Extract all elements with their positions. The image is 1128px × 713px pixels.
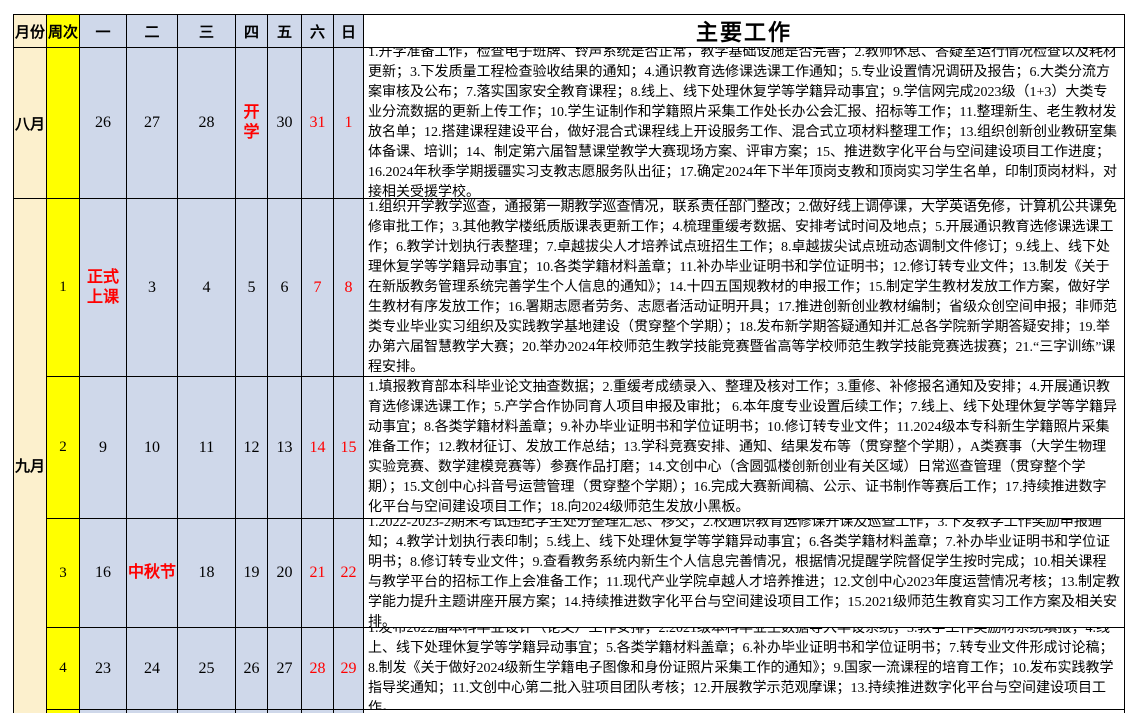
work-text-week2: 1.填报教育部本科毕业论文抽查数据；2.重缓考成绩录入、整理及核对工作；3.重修… [368, 379, 1117, 515]
day-cell-partial[interactable] [178, 710, 236, 713]
week-number-cell[interactable]: 4 [47, 628, 80, 710]
day-cell-classes-begin[interactable]: 正式 上课 [80, 199, 127, 377]
day-cell[interactable]: 4 [178, 199, 236, 377]
work-text-august: 1.开学准备工作，检查电子班牌、铃声系统是否正常，教学基础设施是否完善；2.教师… [368, 48, 1117, 199]
header-day-sat[interactable]: 六 [302, 15, 334, 48]
header-main-work-cell[interactable]: 主要工作 [364, 15, 1125, 48]
work-cell-partial[interactable] [364, 710, 1125, 713]
month-label-september[interactable]: 九月 [14, 199, 47, 713]
work-cell-week1[interactable]: 1.组织开学教学巡查，通报第一期教学巡查情况，联系责任部门整改；2.做好线上调停… [364, 199, 1125, 377]
week-number-cell[interactable]: 1 [47, 199, 80, 377]
work-text-week4: 1.发布2022届本科毕业设计（论文）工作安排；2.2021级本科毕业生数据导入… [368, 628, 1114, 710]
day-cell[interactable]: 9 [80, 377, 127, 519]
day-cell[interactable]: 6 [268, 199, 302, 377]
day-cell[interactable]: 27 [268, 628, 302, 710]
day-cell[interactable]: 28 [178, 48, 236, 199]
day-cell-partial[interactable] [236, 710, 268, 713]
header-day-sun[interactable]: 日 [334, 15, 364, 48]
day-cell[interactable]: 30 [268, 48, 302, 199]
work-cell-august[interactable]: 1.开学准备工作，检查电子班牌、铃声系统是否正常，教学基础设施是否完善；2.教师… [364, 48, 1125, 199]
day-cell[interactable]: 23 [80, 628, 127, 710]
week-cell-partial[interactable] [47, 710, 80, 713]
header-day-mon[interactable]: 一 [80, 15, 127, 48]
day-cell[interactable]: 16 [80, 519, 127, 628]
work-cell-week2[interactable]: 1.填报教育部本科毕业论文抽查数据；2.重缓考成绩录入、整理及核对工作；3.重修… [364, 377, 1125, 519]
day-cell[interactable]: 27 [127, 48, 178, 199]
day-cell[interactable]: 1 [334, 48, 364, 199]
day-cell-partial[interactable] [127, 710, 178, 713]
header-day-thu[interactable]: 四 [236, 15, 268, 48]
work-cell-week4[interactable]: 1.发布2022届本科毕业设计（论文）工作安排；2.2021级本科毕业生数据导入… [364, 628, 1125, 710]
day-cell[interactable]: 21 [302, 519, 334, 628]
week-number-cell[interactable]: 3 [47, 519, 80, 628]
week-cell-august-empty[interactable] [47, 48, 80, 199]
day-cell[interactable]: 12 [236, 377, 268, 519]
header-day-wed[interactable]: 三 [178, 15, 236, 48]
day-cell[interactable]: 20 [268, 519, 302, 628]
day-cell[interactable]: 8 [334, 199, 364, 377]
day-cell[interactable]: 11 [178, 377, 236, 519]
header-day-tue[interactable]: 二 [127, 15, 178, 48]
day-cell-partial[interactable] [268, 710, 302, 713]
work-text-week1: 1.组织开学教学巡查，通报第一期教学巡查情况，联系责任部门整改；2.做好线上调停… [368, 199, 1117, 375]
day-cell[interactable]: 24 [127, 628, 178, 710]
header-day-fri[interactable]: 五 [268, 15, 302, 48]
day-cell-mid-autumn-festival[interactable]: 中秋节 [127, 519, 178, 628]
header-week-cell[interactable]: 周次 [47, 15, 80, 48]
day-cell[interactable]: 14 [302, 377, 334, 519]
day-cell-partial[interactable] [302, 710, 334, 713]
day-cell-semester-start[interactable]: 开学 [236, 48, 268, 199]
week-number-cell[interactable]: 2 [47, 377, 80, 519]
day-cell[interactable]: 10 [127, 377, 178, 519]
day-cell[interactable]: 26 [80, 48, 127, 199]
day-cell[interactable]: 26 [236, 628, 268, 710]
day-cell-partial[interactable] [334, 710, 364, 713]
day-cell[interactable]: 3 [127, 199, 178, 377]
work-cell-week3[interactable]: 1.2022-2023-2期末考试违纪学生处分整理汇总、移交；2.校通识教育选修… [364, 519, 1125, 628]
day-cell[interactable]: 7 [302, 199, 334, 377]
day-cell[interactable]: 5 [236, 199, 268, 377]
day-cell[interactable]: 18 [178, 519, 236, 628]
day-cell[interactable]: 19 [236, 519, 268, 628]
day-cell[interactable]: 31 [302, 48, 334, 199]
day-cell[interactable]: 25 [178, 628, 236, 710]
day-cell[interactable]: 22 [334, 519, 364, 628]
day-cell[interactable]: 13 [268, 377, 302, 519]
day-cell[interactable]: 28 [302, 628, 334, 710]
work-text-week3: 1.2022-2023-2期末考试违纪学生处分整理汇总、移交；2.校通识教育选修… [368, 519, 1120, 628]
day-cell[interactable]: 29 [334, 628, 364, 710]
day-cell-partial[interactable] [80, 710, 127, 713]
teaching-schedule-table: 月份 周次 一 二 三 四 五 六 日 主要工作 八月 26 27 28 开学 … [13, 14, 1125, 713]
month-label-august[interactable]: 八月 [14, 48, 47, 199]
header-month-cell[interactable]: 月份 [14, 15, 47, 48]
day-cell[interactable]: 15 [334, 377, 364, 519]
